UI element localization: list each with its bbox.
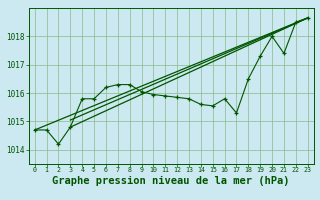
X-axis label: Graphe pression niveau de la mer (hPa): Graphe pression niveau de la mer (hPa)	[52, 176, 290, 186]
